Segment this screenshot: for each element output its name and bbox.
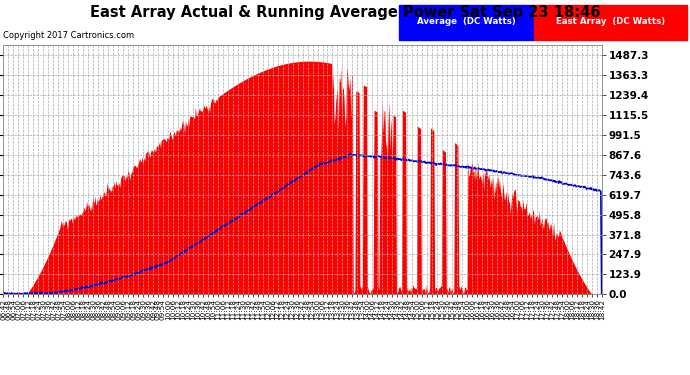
Text: East Array  (DC Watts): East Array (DC Watts): [556, 17, 665, 26]
Bar: [399, 5, 534, 40]
Bar: [534, 5, 687, 40]
Text: Copyright 2017 Cartronics.com: Copyright 2017 Cartronics.com: [3, 31, 135, 40]
Text: Average  (DC Watts): Average (DC Watts): [417, 17, 516, 26]
Text: East Array Actual & Running Average Power Sat Sep 23 18:46: East Array Actual & Running Average Powe…: [90, 4, 600, 20]
